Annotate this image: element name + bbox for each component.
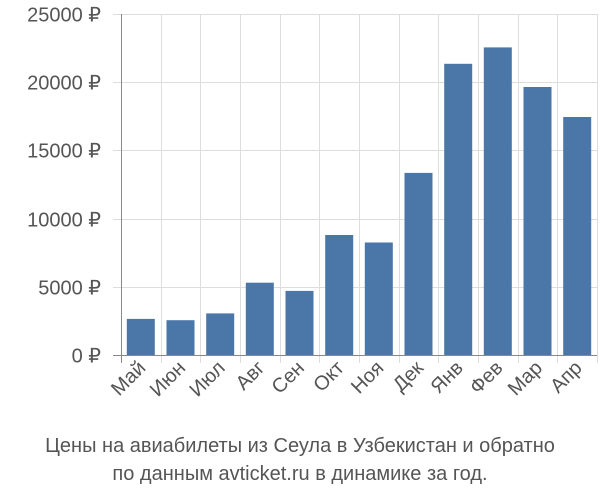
x-tick-label: Ноя [347, 357, 388, 398]
x-tick-label: Май [107, 357, 150, 400]
bar-Мар [523, 87, 552, 355]
bar-Сен [285, 290, 314, 355]
chart-caption-line-2: по данным avticket.ru в динамике за год. [112, 463, 488, 485]
chart-caption-line-1: Цены на авиабилеты из Сеула в Узбекистан… [45, 435, 555, 457]
y-tick-labels: 0 ₽ 5000 ₽ 10000 ₽ 15000 ₽ 20000 ₽ 25000 ₽ [27, 5, 101, 368]
bar-Янв [444, 63, 473, 356]
y-tick-label: 25000 ₽ [27, 5, 101, 27]
bar-Дек [404, 172, 433, 355]
x-tick-label: Мар [504, 357, 547, 400]
bar-Авг [245, 282, 274, 355]
y-tick-label: 0 ₽ [72, 346, 102, 368]
bar-Фев [483, 47, 512, 356]
bar-chart: 0 ₽ 5000 ₽ 10000 ₽ 15000 ₽ 20000 ₽ 25000 ₽ Ма… [27, 5, 598, 401]
bar-Май [126, 318, 155, 355]
bar-Апр [563, 117, 592, 355]
y-tick-label: 20000 ₽ [27, 73, 101, 95]
x-tick-label: Июл [185, 357, 229, 401]
bar-Окт [325, 235, 354, 355]
x-tick-label: Окт [309, 357, 348, 396]
bars [126, 47, 592, 356]
x-tick-label: Дек [389, 357, 428, 396]
x-tick-label: Фев [466, 357, 508, 399]
x-tick-label: Июн [146, 357, 190, 401]
x-tick-label: Апр [546, 357, 587, 398]
bar-Июл [206, 313, 235, 355]
y-tick-label: 10000 ₽ [27, 210, 101, 232]
bar-Июн [166, 320, 195, 355]
grid-lines [113, 14, 598, 363]
x-tick-label: Сен [268, 357, 309, 398]
x-tick-label: Авг [232, 357, 270, 395]
x-tick-label: Янв [427, 357, 468, 398]
y-tick-label: 5000 ₽ [38, 278, 101, 300]
y-tick-label: 15000 ₽ [27, 141, 101, 163]
bar-Ноя [364, 242, 393, 355]
axes [113, 14, 597, 363]
